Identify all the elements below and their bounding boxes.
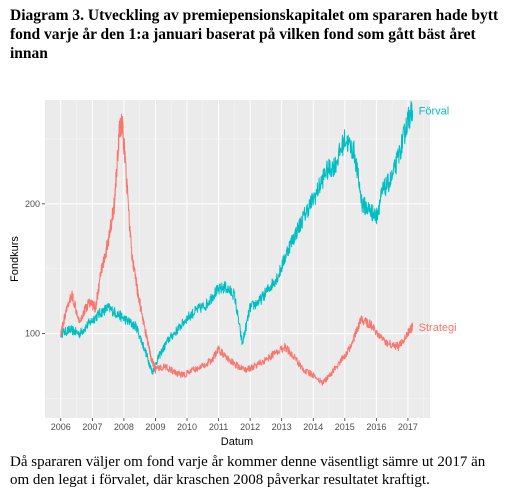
series-label-forval: Förval xyxy=(419,105,450,117)
x-tick-label: 2010 xyxy=(177,422,197,432)
chart-title: Diagram 3. Utveckling av premiepensionsk… xyxy=(10,7,499,62)
x-tick-label: 2016 xyxy=(366,422,386,432)
series-labels: Förval Strategi xyxy=(419,105,457,334)
series-label-strategi: Strategi xyxy=(419,322,457,334)
x-tick-label: 2015 xyxy=(335,422,355,432)
x-axis-title: Datum xyxy=(221,436,253,448)
x-tick-label: 2017 xyxy=(398,422,418,432)
major-grid xyxy=(45,100,430,418)
series-line-strategi xyxy=(60,113,414,386)
x-axis: 2006 2007 2008 2009 2010 2011 2012 2013 2014 2015… xyxy=(51,418,418,432)
chart-caption: Då spararen väljer om fond varje år komm… xyxy=(10,454,486,488)
x-tick-label: 2009 xyxy=(145,422,165,432)
x-tick-label: 2012 xyxy=(240,422,260,432)
x-tick-label: 2011 xyxy=(209,422,228,432)
series-line-forval xyxy=(60,101,414,375)
y-axis: 100 200 xyxy=(25,199,45,339)
x-tick-label: 2006 xyxy=(51,422,71,432)
x-tick-label: 2007 xyxy=(82,422,102,432)
y-axis-title: Fondkurs xyxy=(9,236,21,282)
y-tick-label: 100 xyxy=(25,329,40,339)
series-layer xyxy=(60,101,414,386)
x-tick-label: 2014 xyxy=(303,422,323,432)
y-tick-label: 200 xyxy=(25,199,40,209)
plot-panel xyxy=(45,100,430,418)
x-tick-label: 2008 xyxy=(114,422,134,432)
x-tick-label: 2013 xyxy=(272,422,292,432)
